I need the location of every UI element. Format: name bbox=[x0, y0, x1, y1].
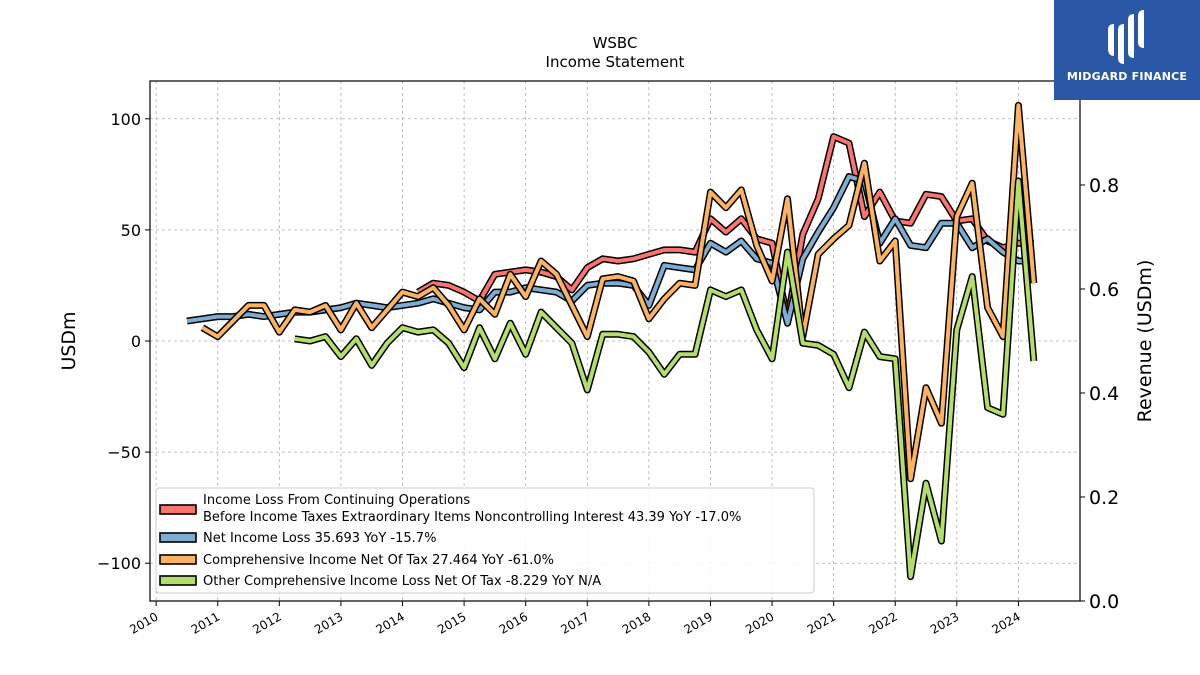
legend-swatch bbox=[159, 504, 197, 515]
legend-label: Other Comprehensive Income Loss Net Of T… bbox=[203, 574, 601, 589]
y-axis-right: 0.0 0.2 0.4 0.6 0.8 bbox=[1080, 175, 1119, 613]
y-axis-left: −100 −50 0 50 100 bbox=[97, 110, 150, 573]
legend-label: Comprehensive Income Net Of Tax 27.464 Y… bbox=[203, 553, 554, 568]
series-line bbox=[201, 103, 1036, 481]
brand-logo: MIDGARD FINANCE bbox=[1054, 0, 1200, 100]
series-0 bbox=[416, 133, 1034, 323]
series-2 bbox=[200, 101, 1038, 483]
series-line-outline bbox=[186, 173, 1034, 327]
y-tick-label: −50 bbox=[107, 443, 141, 462]
x-tick-label: 2019 bbox=[682, 609, 715, 636]
x-tick-label: 2024 bbox=[989, 609, 1022, 636]
x-tick-label: 2021 bbox=[805, 609, 838, 636]
y2-tick-label: 0.6 bbox=[1089, 279, 1119, 301]
x-tick-label: 2018 bbox=[620, 609, 653, 636]
legend-label: Income Loss From Continuing Operations bbox=[203, 493, 470, 508]
chart-subtitle: Income Statement bbox=[546, 53, 685, 71]
y-tick-label: 100 bbox=[110, 110, 141, 129]
y-axis-label: USDm bbox=[58, 311, 80, 370]
series-line bbox=[416, 134, 1034, 321]
x-axis: 2010 2011 2012 2013 2014 2015 2016 2017 2018 2019… bbox=[127, 601, 1023, 637]
series-layer bbox=[186, 101, 1038, 581]
x-tick-label: 2014 bbox=[374, 609, 407, 636]
legend-label: Before Income Taxes Extraordinary Items … bbox=[203, 510, 741, 525]
y2-tick-label: 0.4 bbox=[1089, 383, 1119, 405]
chart-title: WSBC bbox=[593, 34, 638, 52]
series-line bbox=[186, 174, 1034, 326]
y2-tick-label: 0.0 bbox=[1089, 591, 1119, 613]
x-tick-label: 2013 bbox=[312, 609, 345, 636]
y2-tick-label: 0.2 bbox=[1089, 487, 1119, 509]
legend-swatch bbox=[159, 575, 197, 586]
x-tick-label: 2020 bbox=[743, 609, 776, 636]
series-3 bbox=[294, 177, 1038, 581]
midgard-logo-icon bbox=[1108, 10, 1144, 64]
y-tick-label: 50 bbox=[121, 221, 141, 240]
legend: Income Loss From Continuing Operations Be… bbox=[155, 487, 815, 594]
x-tick-label: 2023 bbox=[928, 609, 961, 636]
series-1 bbox=[186, 173, 1034, 327]
legend-box bbox=[155, 487, 815, 594]
x-tick-label: 2017 bbox=[558, 609, 591, 636]
legend-label: Net Income Loss 35.693 YoY -15.7% bbox=[203, 531, 436, 546]
series-line bbox=[294, 179, 1036, 579]
legend-swatch bbox=[159, 532, 197, 543]
x-tick-label: 2010 bbox=[127, 609, 160, 636]
y2-tick-label: 0.8 bbox=[1089, 175, 1119, 197]
x-tick-label: 2011 bbox=[189, 609, 222, 636]
x-tick-label: 2022 bbox=[866, 609, 899, 636]
x-tick-label: 2016 bbox=[497, 609, 530, 636]
logo-text: MIDGARD FINANCE bbox=[1066, 70, 1188, 83]
y-tick-label: 0 bbox=[131, 332, 141, 351]
series-line-outline bbox=[200, 101, 1038, 483]
y2-axis-label: Revenue (USDm) bbox=[1134, 260, 1156, 423]
legend-swatch bbox=[159, 554, 197, 565]
x-tick-label: 2015 bbox=[435, 609, 468, 636]
y-tick-label: −100 bbox=[97, 554, 141, 573]
x-tick-label: 2012 bbox=[250, 609, 283, 636]
